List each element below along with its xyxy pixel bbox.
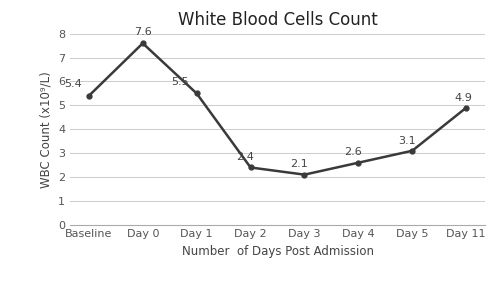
X-axis label: Number  of Days Post Admission: Number of Days Post Admission xyxy=(182,244,374,257)
Text: 3.1: 3.1 xyxy=(398,135,415,146)
Text: 2.6: 2.6 xyxy=(344,148,362,157)
Text: 4.9: 4.9 xyxy=(454,92,472,103)
Text: 2.4: 2.4 xyxy=(236,152,254,162)
Title: White Blood Cells Count: White Blood Cells Count xyxy=(178,12,378,30)
Y-axis label: WBC Count (x10⁹/L): WBC Count (x10⁹/L) xyxy=(40,71,52,188)
Text: 5.4: 5.4 xyxy=(64,79,82,89)
Text: 7.6: 7.6 xyxy=(134,27,152,37)
Text: 2.1: 2.1 xyxy=(290,159,308,169)
Text: 5.5: 5.5 xyxy=(172,77,190,87)
